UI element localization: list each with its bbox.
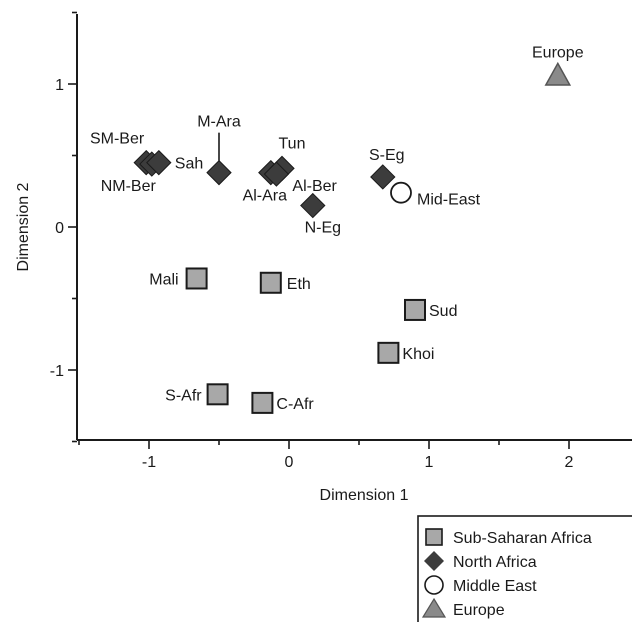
point-label-sm-ber: SM-Ber: [90, 131, 145, 148]
point-label-sah: Sah: [175, 156, 203, 173]
x-tick-label: 0: [285, 454, 294, 471]
point-label-al-ara: Al-Ara: [243, 188, 288, 205]
point-c-afr: [251, 391, 274, 414]
y-tick-label: 0: [55, 220, 64, 237]
point-label-mid-east: Mid-East: [417, 192, 481, 209]
point-khoi: [377, 341, 400, 364]
legend-marker-sub-saharan-africa: [425, 528, 443, 546]
legend-marker-middle-east: [424, 575, 444, 595]
ticks: -1 0 1 2 1 0 -1: [50, 11, 574, 471]
legend-marker-north-africa: [424, 551, 444, 571]
point-m-ara: [206, 159, 232, 186]
point-label-m-ara: M-Ara: [197, 114, 241, 131]
point-label-khoi: Khoi: [402, 346, 434, 363]
point-label-n-eg: N-Eg: [305, 220, 341, 237]
x-tick-label: -1: [142, 454, 156, 471]
point-label-s-eg: S-Eg: [369, 147, 405, 164]
point-label-tun: Tun: [279, 135, 306, 152]
point-mid-east: [390, 181, 412, 204]
point-s-afr: [206, 383, 229, 406]
point-label-nm-ber: NM-Ber: [101, 178, 157, 195]
legend-label-sub-saharan-africa: Sub-Saharan Africa: [453, 530, 592, 547]
point-sah: [146, 149, 172, 176]
point-label-europe: Europe: [532, 44, 584, 61]
legend: Sub-Saharan Africa North Africa Middle Eas…: [417, 515, 632, 622]
legend-label-europe: Europe: [453, 602, 505, 619]
x-tick-label: 2: [565, 454, 574, 471]
point-mali: [185, 267, 208, 290]
x-axis-title: Dimension 1: [320, 487, 409, 504]
legend-label-middle-east: Middle East: [453, 578, 537, 595]
point-label-al-ber: Al-Ber: [292, 178, 337, 195]
legend-label-north-africa: North Africa: [453, 554, 537, 571]
point-label-c-afr: C-Afr: [276, 396, 314, 413]
y-axis-title: Dimension 2: [15, 182, 32, 271]
x-tick-label: 1: [425, 454, 434, 471]
axes: [76, 14, 632, 441]
point-europe: [544, 61, 572, 86]
point-label-eth: Eth: [287, 276, 311, 293]
point-al-ber: [263, 161, 290, 187]
legend-box: [417, 515, 632, 622]
point-label-s-afr: S-Afr: [165, 387, 202, 404]
legend-marker-europe: [421, 597, 447, 618]
data-points: Mali Eth Sud Khoi S-Afr C-Afr SM-Ber NM-Ber Sah M…: [90, 44, 584, 414]
point-sud: [404, 298, 426, 321]
point-label-mali: Mali: [149, 271, 178, 288]
point-eth: [259, 271, 282, 294]
y-tick-label: -1: [50, 363, 64, 380]
point-s-eg: [370, 164, 396, 190]
point-n-eg: [300, 192, 326, 219]
y-tick-label: 1: [55, 77, 64, 94]
point-label-sud: Sud: [429, 303, 457, 320]
